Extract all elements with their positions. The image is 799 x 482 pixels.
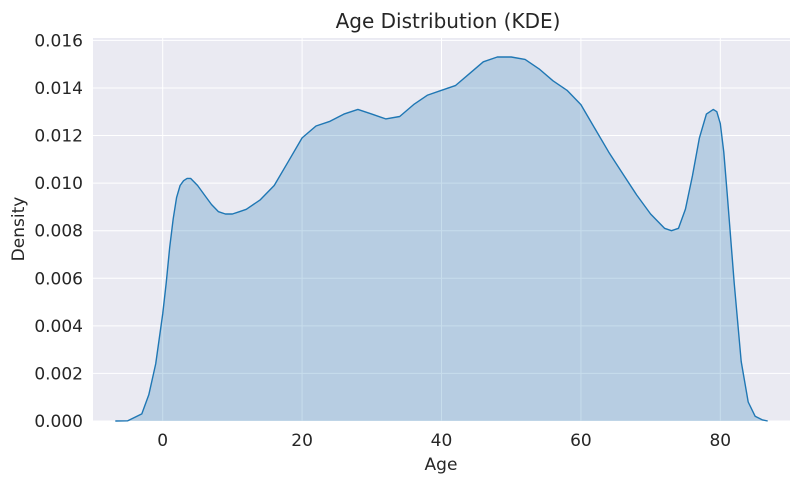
- y-tick-label: 0.004: [34, 317, 83, 337]
- x-tick-labels: 0 20 40 60 80: [157, 431, 731, 451]
- y-tick-label: 0.002: [34, 364, 83, 384]
- y-tick-label: 0.014: [34, 79, 83, 99]
- y-tick-labels: 0.000 0.002 0.004 0.006 0.008 0.010 0.012 0.014…: [34, 31, 83, 432]
- y-tick-label: 0.016: [34, 31, 83, 51]
- x-axis-label: Age: [425, 455, 458, 475]
- density-line: [115, 56, 768, 422]
- x-tick-label: 20: [291, 431, 313, 451]
- y-axis-label: Density: [9, 197, 29, 262]
- x-tick-label: 60: [570, 431, 592, 451]
- x-tick-label: 40: [431, 431, 453, 451]
- y-tick-label: 0.000: [34, 412, 83, 432]
- chart-title: Age Distribution (KDE): [336, 9, 561, 33]
- y-tick-label: 0.008: [34, 222, 83, 242]
- grid-lines: [93, 38, 790, 422]
- y-tick-label: 0.010: [34, 174, 83, 194]
- y-tick-label: 0.006: [34, 269, 83, 289]
- x-tick-label: 80: [709, 431, 731, 451]
- x-tick-label: 0: [157, 431, 168, 451]
- y-tick-label: 0.012: [34, 127, 83, 147]
- density-area: [115, 57, 768, 421]
